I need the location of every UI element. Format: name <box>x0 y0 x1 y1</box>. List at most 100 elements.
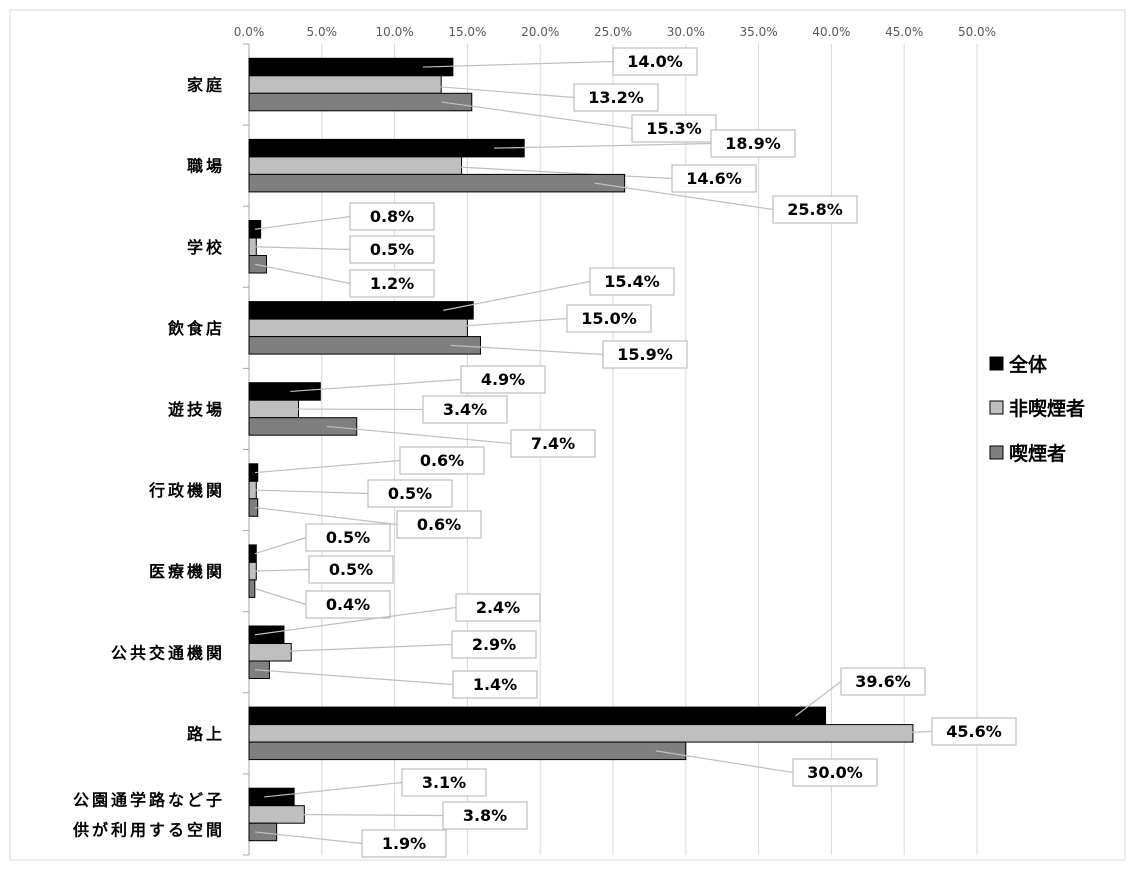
data-label-box <box>631 114 717 143</box>
data-label-box <box>510 429 596 458</box>
data-label: 15.4% <box>604 272 660 291</box>
leader-line <box>494 142 712 149</box>
category-label: 公共交通機関 <box>111 643 225 662</box>
data-label-box <box>396 510 482 539</box>
leader-line <box>254 606 457 636</box>
category-label: 供が利用する空間 <box>72 820 225 839</box>
bar <box>248 579 256 598</box>
leader-line <box>254 215 351 230</box>
bar <box>248 301 474 320</box>
data-label-box <box>349 235 435 264</box>
legend-swatch <box>989 400 1004 415</box>
x-tick-label: 45.0% <box>885 25 923 39</box>
data-label-box <box>566 304 652 333</box>
leader-line <box>411 83 575 99</box>
data-label: 18.9% <box>725 134 781 153</box>
data-label: 0.6% <box>417 515 461 534</box>
data-label: 7.4% <box>531 434 575 453</box>
legend-label: 全体 <box>1008 353 1048 376</box>
category-label: 飲食店 <box>167 319 225 338</box>
leader-line <box>882 730 933 734</box>
data-label: 45.6% <box>946 722 1002 741</box>
data-label: 0.6% <box>420 451 464 470</box>
x-tick-label: 35.0% <box>740 25 778 39</box>
leader-line <box>254 669 454 686</box>
data-label: 0.4% <box>326 595 370 614</box>
data-label-box <box>792 758 878 787</box>
leader-line <box>655 750 794 774</box>
bar <box>248 625 285 644</box>
bar <box>248 336 482 355</box>
bar <box>248 318 468 338</box>
bar <box>248 57 454 77</box>
leader-line <box>254 536 307 555</box>
data-label-box <box>840 667 926 696</box>
data-label-box <box>455 593 541 622</box>
data-label: 3.1% <box>422 773 466 792</box>
leader-line <box>254 459 401 474</box>
leader-line <box>268 408 424 411</box>
data-label-box <box>671 164 757 193</box>
data-label: 3.4% <box>443 400 487 419</box>
category-label: 家庭 <box>187 76 225 95</box>
bar <box>248 382 321 401</box>
data-label-box <box>573 83 659 112</box>
leader-line <box>594 182 774 211</box>
leader-line <box>254 489 369 495</box>
category-label: 行政機関 <box>148 481 225 500</box>
data-label-box <box>451 630 537 659</box>
category-label: 公園通学路など子 <box>73 790 225 809</box>
leader-line <box>443 280 591 311</box>
category-label: 医療機関 <box>149 562 225 581</box>
bar <box>248 822 278 842</box>
data-label: 0.5% <box>329 560 373 579</box>
leader-line <box>254 588 307 606</box>
data-label-box <box>602 340 688 369</box>
data-label-box <box>308 555 394 584</box>
x-tick-label: 25.0% <box>594 25 632 39</box>
leader-line <box>450 344 604 356</box>
data-label-box <box>367 479 453 508</box>
leader-line <box>437 317 568 329</box>
data-label-box <box>401 768 487 797</box>
data-label: 4.9% <box>481 370 525 389</box>
data-label-box <box>349 202 435 231</box>
leader-line <box>254 263 351 285</box>
data-label-box <box>442 801 528 830</box>
x-tick-label: 0.0% <box>234 25 265 39</box>
leader-line <box>254 506 398 526</box>
x-tick-label: 40.0% <box>812 25 850 39</box>
leader-line <box>290 378 462 393</box>
data-label-box <box>710 129 796 158</box>
data-label: 2.9% <box>472 635 516 654</box>
data-label: 25.8% <box>787 200 843 219</box>
leader-line <box>264 781 403 798</box>
data-label: 0.5% <box>326 528 370 547</box>
data-label: 30.0% <box>807 763 863 782</box>
leader-line <box>441 101 633 130</box>
data-label-box <box>349 269 435 298</box>
data-label-box <box>612 47 698 76</box>
x-tick-label: 20.0% <box>521 25 559 39</box>
bar <box>248 92 473 112</box>
leader-line <box>254 568 310 572</box>
x-tick-label: 5.0% <box>307 25 338 39</box>
data-label: 14.6% <box>686 169 742 188</box>
data-label: 13.2% <box>588 88 644 107</box>
leader-line <box>422 60 614 68</box>
chart-frame <box>9 9 1126 861</box>
leader-line <box>795 681 842 717</box>
data-label: 15.0% <box>581 309 637 328</box>
data-label: 39.6% <box>855 672 911 691</box>
legend-swatch <box>989 356 1004 371</box>
x-tick-label: 50.0% <box>958 25 996 39</box>
data-label: 0.5% <box>370 240 414 259</box>
x-tick-label: 30.0% <box>667 25 705 39</box>
data-label: 1.4% <box>473 675 517 694</box>
bar <box>248 156 463 175</box>
data-label-box <box>452 670 538 699</box>
category-label: 遊技場 <box>168 400 225 419</box>
data-label-box <box>772 195 858 224</box>
